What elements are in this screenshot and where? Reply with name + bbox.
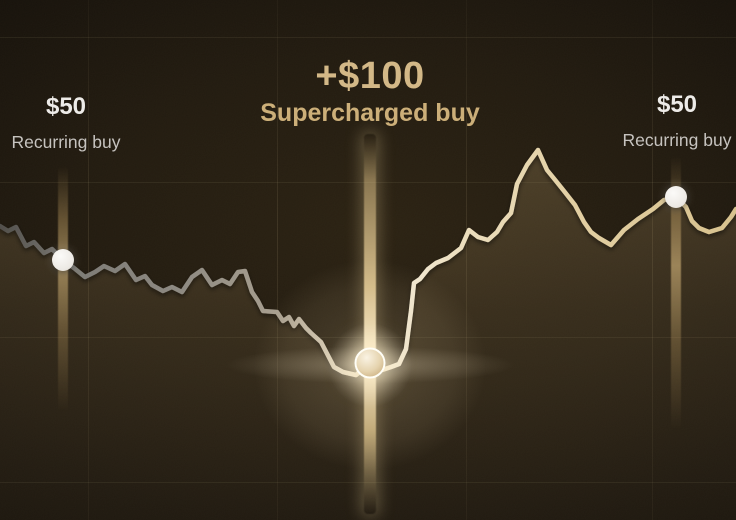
recurring-right-amount: $50	[656, 91, 698, 118]
supercharged-caption: Supercharged buy	[260, 99, 480, 127]
dot-supercharged	[354, 347, 386, 379]
label-recurring-right: $50 Recurring buy	[622, 91, 732, 151]
label-recurring-left: $50 Recurring buy	[11, 93, 121, 153]
supercharged-amount: +$100	[315, 55, 425, 97]
recurring-left-amount: $50	[45, 93, 87, 120]
recurring-right-caption: Recurring buy	[622, 130, 732, 150]
label-supercharged: +$100 Supercharged buy	[260, 54, 480, 128]
dot-recurring-left	[52, 249, 74, 271]
price-area	[0, 150, 736, 520]
dot-recurring-right	[665, 186, 687, 208]
recurring-left-caption: Recurring buy	[11, 132, 121, 152]
